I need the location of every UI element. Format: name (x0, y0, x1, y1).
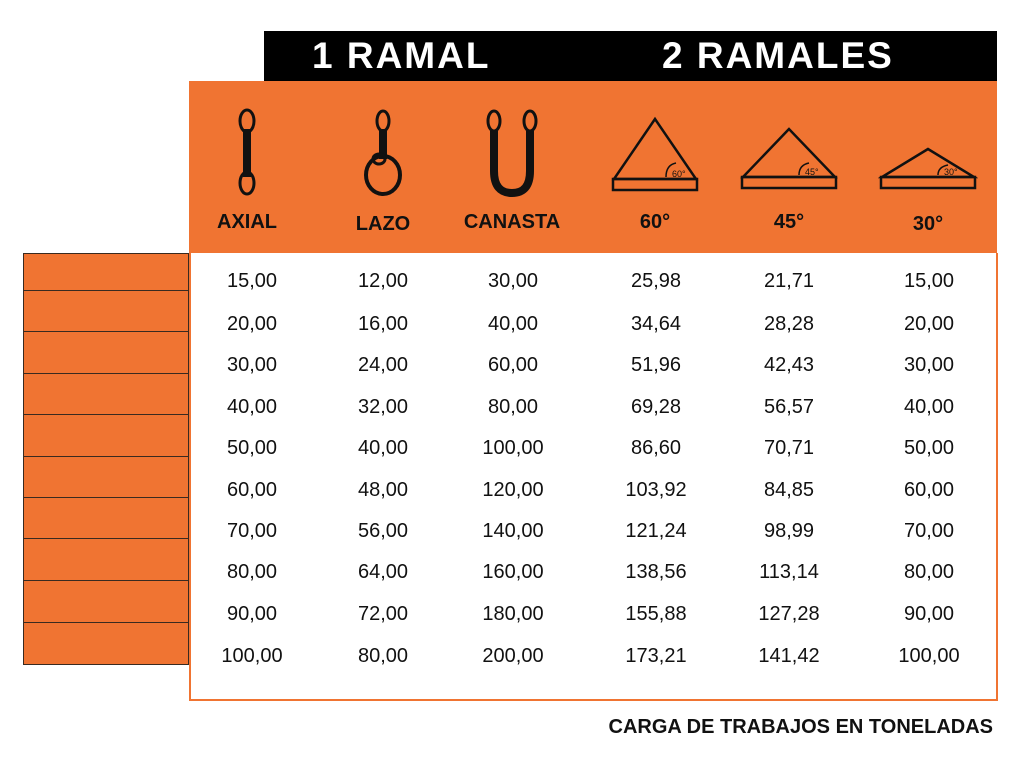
header-bar: 1 RAMAL 2 RAMALES (264, 31, 997, 81)
table-cell: 84,85 (763, 479, 815, 501)
table-cell: 21,71 (763, 270, 815, 292)
basket-sling-icon (486, 109, 538, 197)
row-marker (23, 253, 189, 291)
table-cell: 16,00 (357, 313, 409, 335)
table-cell: 90,00 (226, 603, 278, 625)
column-label-60: 60° (639, 211, 671, 233)
ramales-2-title: 2 RAMALES (662, 35, 894, 76)
table-cell: 60,00 (487, 354, 539, 376)
table-cell: 30,00 (903, 354, 955, 376)
table-cell: 20,00 (226, 313, 278, 335)
choke-sling-icon (364, 109, 402, 196)
column-canasta: CANASTA (451, 81, 573, 254)
table-cell: 56,57 (763, 396, 815, 418)
row-marker (23, 457, 189, 498)
column-label-30: 30° (912, 213, 944, 235)
table-cell: 25,98 (630, 270, 682, 292)
column-30: 30° 30° (865, 81, 991, 254)
table-cell: 90,00 (903, 603, 955, 625)
table-cell: 30,00 (487, 270, 539, 292)
column-label-canasta: CANASTA (463, 211, 561, 233)
table-cell: 80,00 (226, 561, 278, 583)
column-60: 60° 60° (593, 81, 717, 254)
table-cell: 64,00 (357, 561, 409, 583)
table-cell: 138,56 (625, 561, 687, 583)
table-cell: 72,00 (357, 603, 409, 625)
table-cell: 113,14 (759, 561, 819, 583)
column-label-axial: AXIAL (217, 211, 277, 233)
table-cell: 141,42 (758, 645, 820, 667)
row-marker (23, 415, 189, 457)
table-cell: 60,00 (226, 479, 278, 501)
row-marker (23, 581, 189, 623)
row-marker (23, 539, 189, 581)
table-cell: 69,28 (630, 396, 682, 418)
table-cell: 100,00 (898, 645, 960, 667)
column-lazo: LAZO (325, 81, 441, 254)
table-cell: 86,60 (630, 437, 682, 459)
triangle-30-icon: 30° (878, 147, 978, 190)
table-cell: 50,00 (903, 437, 955, 459)
load-table (189, 253, 998, 701)
column-label-lazo: LAZO (355, 213, 411, 235)
table-cell: 127,28 (758, 603, 820, 625)
triangle-45-icon: 45° (740, 127, 838, 190)
row-marker (23, 374, 189, 415)
table-cell: 70,00 (903, 520, 955, 542)
column-axial: AXIAL (189, 81, 305, 254)
table-cell: 24,00 (357, 354, 409, 376)
table-cell: 40,00 (357, 437, 409, 459)
table-cell: 15,00 (903, 270, 955, 292)
table-cell: 12,00 (357, 270, 409, 292)
row-marker (23, 332, 189, 374)
table-cell: 98,99 (763, 520, 815, 542)
table-cell: 100,00 (221, 645, 283, 667)
table-cell: 28,28 (763, 313, 815, 335)
table-cell: 160,00 (482, 561, 544, 583)
footer-caption: CARGA DE TRABAJOS EN TONELADAS (608, 716, 993, 738)
table-cell: 30,00 (226, 354, 278, 376)
table-cell: 80,00 (903, 561, 955, 583)
table-cell: 80,00 (357, 645, 409, 667)
row-marker (23, 623, 189, 665)
axial-sling-icon (238, 108, 256, 196)
table-cell: 56,00 (357, 520, 409, 542)
table-cell: 140,00 (482, 520, 544, 542)
table-cell: 32,00 (357, 396, 409, 418)
row-marker (23, 498, 189, 539)
svg-text:30°: 30° (944, 167, 958, 177)
svg-text:45°: 45° (805, 167, 819, 177)
table-cell: 42,43 (763, 354, 815, 376)
row-side-markers (23, 253, 189, 665)
table-cell: 70,00 (226, 520, 278, 542)
table-cell: 121,24 (625, 520, 687, 542)
table-cell: 100,00 (482, 437, 544, 459)
ramal-1-title: 1 RAMAL (312, 35, 491, 76)
table-cell: 40,00 (487, 313, 539, 335)
triangle-60-icon: 60° (611, 116, 699, 192)
column-header-band: AXIAL LAZO CANASTA 60° 60° (189, 81, 997, 254)
table-cell: 50,00 (226, 437, 278, 459)
column-45: 45° 45° (727, 81, 851, 254)
table-cell: 34,64 (630, 313, 682, 335)
column-label-45: 45° (773, 211, 805, 233)
table-cell: 51,96 (630, 354, 682, 376)
table-cell: 103,92 (625, 479, 687, 501)
svg-text:60°: 60° (672, 169, 686, 179)
table-cell: 155,88 (625, 603, 687, 625)
table-cell: 80,00 (487, 396, 539, 418)
table-cell: 48,00 (357, 479, 409, 501)
table-cell: 40,00 (903, 396, 955, 418)
table-cell: 70,71 (763, 437, 815, 459)
row-marker (23, 291, 189, 332)
table-cell: 120,00 (482, 479, 544, 501)
table-cell: 173,21 (625, 645, 687, 667)
table-cell: 40,00 (226, 396, 278, 418)
table-cell: 180,00 (482, 603, 544, 625)
table-cell: 20,00 (903, 313, 955, 335)
table-cell: 200,00 (482, 645, 544, 667)
table-cell: 15,00 (226, 270, 278, 292)
table-cell: 60,00 (903, 479, 955, 501)
